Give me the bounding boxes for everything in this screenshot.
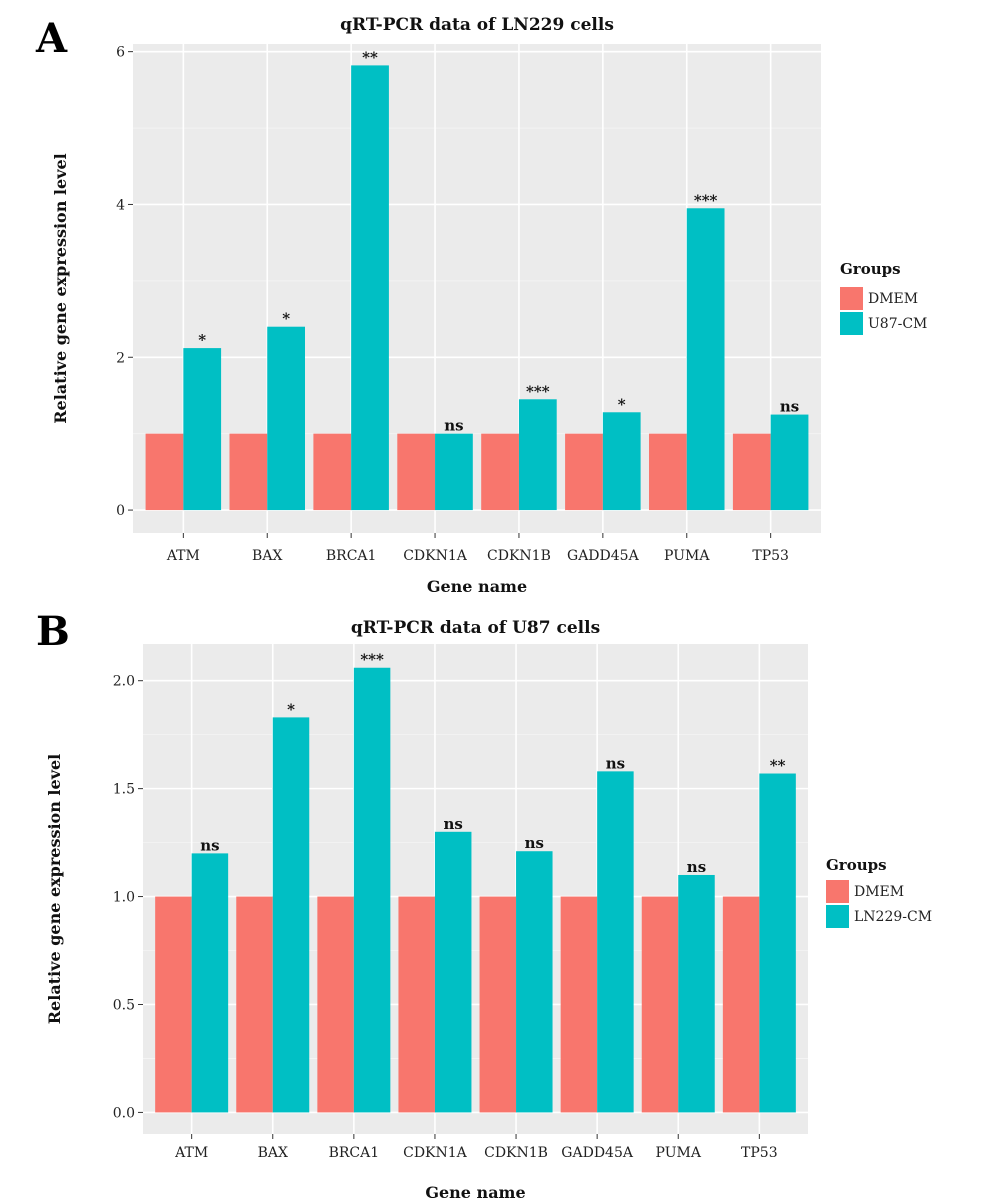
bar-treatment [353, 667, 391, 1113]
significance-label: ns [687, 858, 706, 876]
bar-treatment [770, 414, 809, 511]
bar-control [565, 433, 603, 511]
x-tick-label: CDKN1B [484, 1145, 548, 1161]
chart-title: qRT-PCR data of U87 cells [351, 618, 600, 638]
x-axis-title: Gene name [427, 577, 527, 596]
bar-treatment [351, 65, 389, 511]
bar-control [560, 896, 598, 1113]
bar-treatment [686, 208, 725, 511]
significance-label: *** [526, 382, 550, 400]
legend-label: DMEM [854, 884, 904, 900]
legend-swatch [826, 905, 849, 928]
bar-treatment [678, 874, 715, 1113]
bar-treatment [518, 399, 557, 511]
significance-label: ns [525, 834, 544, 852]
significance-label: * [198, 331, 206, 349]
y-tick-label: 2.0 [113, 674, 135, 690]
bar-treatment [183, 348, 222, 511]
significance-label: *** [360, 651, 384, 669]
bar-treatment [516, 851, 553, 1113]
chart-title: qRT-PCR data of LN229 cells [340, 15, 614, 35]
y-axis-title: Relative gene expression level [45, 754, 64, 1024]
x-axis-title: Gene name [425, 1183, 525, 1202]
bar-treatment [597, 771, 634, 1113]
x-tick-label: BRCA1 [329, 1145, 380, 1161]
significance-label: ns [200, 836, 219, 854]
y-tick-label: 6 [116, 45, 125, 61]
legend-swatch [840, 312, 863, 335]
y-tick-label: 1.5 [113, 782, 135, 798]
x-tick-label: GADD45A [567, 548, 640, 564]
significance-label: * [618, 395, 626, 413]
significance-label: * [282, 310, 290, 328]
bar-control [649, 433, 687, 511]
bar-control [641, 896, 679, 1113]
x-tick-label: PUMA [656, 1145, 702, 1161]
x-tick-label: BRCA1 [326, 548, 377, 564]
bar-treatment [435, 433, 473, 511]
x-tick-label: TP53 [741, 1145, 778, 1161]
significance-label: ns [780, 398, 799, 416]
bar-treatment [272, 717, 310, 1113]
x-tick-label: BAX [252, 548, 282, 564]
legend-swatch [840, 287, 863, 310]
significance-label: ns [606, 754, 625, 772]
x-tick-label: CDKN1B [487, 548, 551, 564]
bar-control [398, 896, 435, 1113]
y-tick-label: 0 [116, 503, 125, 519]
x-tick-label: CDKN1A [403, 548, 468, 564]
bar-control [732, 433, 771, 511]
legend-label: DMEM [868, 291, 918, 307]
bar-control [145, 433, 184, 511]
bar-treatment [759, 773, 796, 1113]
y-axis-title: Relative gene expression level [51, 153, 70, 423]
x-tick-label: ATM [174, 1145, 208, 1161]
x-tick-label: BAX [258, 1145, 288, 1161]
bar-control [479, 896, 517, 1113]
y-tick-label: 0.0 [113, 1105, 135, 1121]
legend-title: Groups [826, 856, 887, 874]
bar-control [229, 433, 268, 511]
bar-treatment [267, 326, 305, 511]
bar-control [313, 433, 352, 511]
x-tick-label: PUMA [664, 548, 710, 564]
bar-control [317, 896, 354, 1113]
panel-label: B [36, 608, 70, 655]
y-tick-label: 2 [116, 350, 125, 366]
x-tick-label: ATM [166, 548, 200, 564]
bar-control [236, 896, 273, 1113]
bar-control [481, 433, 519, 511]
bar-control [397, 433, 436, 511]
panel-label: A [35, 15, 68, 62]
significance-label: ns [444, 815, 463, 833]
bar-control [155, 896, 192, 1113]
significance-label: ns [444, 417, 463, 435]
significance-label: ** [770, 757, 786, 775]
significance-label: *** [694, 191, 718, 209]
y-tick-label: 1.0 [113, 890, 135, 906]
significance-label: * [287, 700, 295, 718]
bar-treatment [434, 831, 472, 1113]
legend-title: Groups [840, 260, 901, 278]
legend-label: U87-CM [868, 316, 927, 332]
x-tick-label: TP53 [752, 548, 789, 564]
x-tick-label: GADD45A [561, 1145, 634, 1161]
legend-label: LN229-CM [854, 909, 932, 925]
bar-control [722, 896, 760, 1113]
y-tick-label: 0.5 [113, 997, 135, 1013]
bar-treatment [191, 853, 229, 1113]
y-tick-label: 4 [116, 197, 125, 213]
bar-treatment [602, 412, 641, 511]
x-tick-label: CDKN1A [403, 1145, 468, 1161]
legend-swatch [826, 880, 849, 903]
significance-label: ** [362, 48, 378, 66]
